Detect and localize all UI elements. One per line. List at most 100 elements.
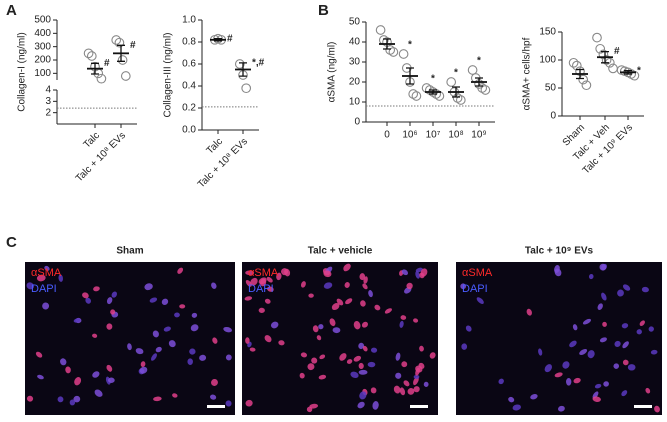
nucleus — [413, 386, 420, 393]
nucleus — [245, 399, 253, 407]
nucleus — [423, 381, 429, 387]
nucleus — [323, 282, 333, 289]
data-point — [234, 59, 245, 69]
nucleus — [345, 298, 353, 305]
y-tick-label: 0.8 — [182, 37, 196, 48]
image-title: Talc + 10⁹ EVs — [525, 246, 594, 257]
data-point — [398, 49, 409, 59]
annotation: # — [130, 40, 136, 51]
nucleus — [69, 399, 76, 406]
x-tick-label: 10⁶ — [402, 130, 417, 141]
panel-letter: B — [318, 2, 329, 19]
nucleus — [191, 312, 198, 318]
nucleus — [554, 372, 563, 378]
nucleus — [573, 377, 581, 384]
nucleus — [602, 321, 607, 327]
nucleus — [270, 321, 279, 329]
panel-letter: A — [6, 2, 17, 19]
nucleus — [582, 318, 592, 325]
nucleus — [557, 405, 565, 412]
y-tick-label: 3 — [45, 96, 51, 107]
y-tick-label: 400 — [34, 28, 51, 39]
nucleus — [168, 340, 176, 348]
y-tick-label: 500 — [34, 15, 51, 26]
nucleus — [177, 267, 184, 274]
y-tick-label: 50 — [349, 17, 361, 28]
image-title: Sham — [116, 246, 143, 257]
y-axis-title: Collagen-I (ng/ml) — [17, 32, 28, 111]
nucleus — [406, 282, 413, 290]
nucleus — [569, 340, 577, 348]
nucleus — [399, 320, 404, 328]
annotation: *,# — [252, 58, 265, 69]
nucleus — [358, 342, 365, 350]
nucleus — [645, 387, 651, 394]
data-point — [375, 25, 386, 35]
nucleus — [276, 272, 282, 281]
nucleus — [498, 378, 504, 385]
nucleus — [587, 350, 595, 359]
nucleus — [353, 355, 362, 362]
nucleus — [106, 297, 113, 305]
y-tick-label: 50 — [545, 83, 557, 94]
y-tick-label: 200 — [34, 55, 51, 66]
nucleus — [127, 343, 132, 351]
nucleus — [429, 352, 436, 359]
y-tick-label: 20 — [349, 77, 361, 88]
nucleus — [225, 354, 232, 361]
nucleus — [318, 374, 327, 380]
annotation: # — [614, 46, 620, 57]
nucleus — [82, 292, 89, 299]
y-tick-label: 0.2 — [182, 103, 196, 114]
nucleus — [92, 371, 100, 378]
nucleus — [244, 296, 253, 301]
nucleus — [594, 383, 602, 389]
data-point — [467, 65, 478, 75]
annotation: # — [227, 33, 233, 44]
nucleus — [508, 396, 515, 403]
nucleus — [572, 324, 578, 331]
y-tick-label: 1.0 — [182, 15, 196, 26]
nucleus — [613, 363, 620, 369]
data-point — [83, 48, 94, 59]
nucleus — [399, 387, 406, 396]
nucleus — [37, 374, 44, 380]
nucleus — [316, 335, 322, 341]
nucleus — [211, 378, 218, 386]
stain-label: DAPI — [462, 283, 488, 295]
error-bar — [429, 89, 437, 95]
nucleus — [343, 263, 351, 272]
x-tick-label: Talc — [82, 130, 102, 150]
nucleus — [35, 351, 43, 358]
stain-label: αSMA — [462, 267, 493, 279]
data-point — [96, 73, 107, 84]
nucleus — [420, 268, 428, 277]
y-tick-label: 0 — [550, 111, 556, 122]
nucleus — [331, 303, 340, 311]
data-point — [385, 45, 396, 55]
nucleus — [332, 327, 341, 334]
annotation: * — [637, 65, 641, 76]
y-tick-label: 150 — [539, 27, 556, 38]
nucleus — [597, 303, 603, 311]
y-tick-label: 4 — [45, 85, 51, 96]
nucleus — [360, 300, 366, 307]
nucleus — [413, 376, 419, 386]
nucleus — [357, 401, 365, 409]
nucleus — [151, 353, 157, 361]
nucleus — [250, 277, 258, 286]
y-tick-label: 2 — [45, 107, 51, 118]
error-bar — [624, 69, 632, 75]
nucleus — [400, 315, 407, 320]
nucleus — [566, 377, 572, 386]
micrograph — [25, 262, 235, 415]
nucleus — [300, 352, 308, 358]
error-bar — [117, 44, 125, 62]
nucleus — [370, 387, 377, 394]
nucleus — [476, 297, 484, 304]
nucleus — [155, 346, 162, 353]
nucleus — [648, 326, 654, 332]
data-point — [86, 51, 97, 61]
nucleus — [361, 321, 369, 328]
data-point — [581, 80, 592, 91]
